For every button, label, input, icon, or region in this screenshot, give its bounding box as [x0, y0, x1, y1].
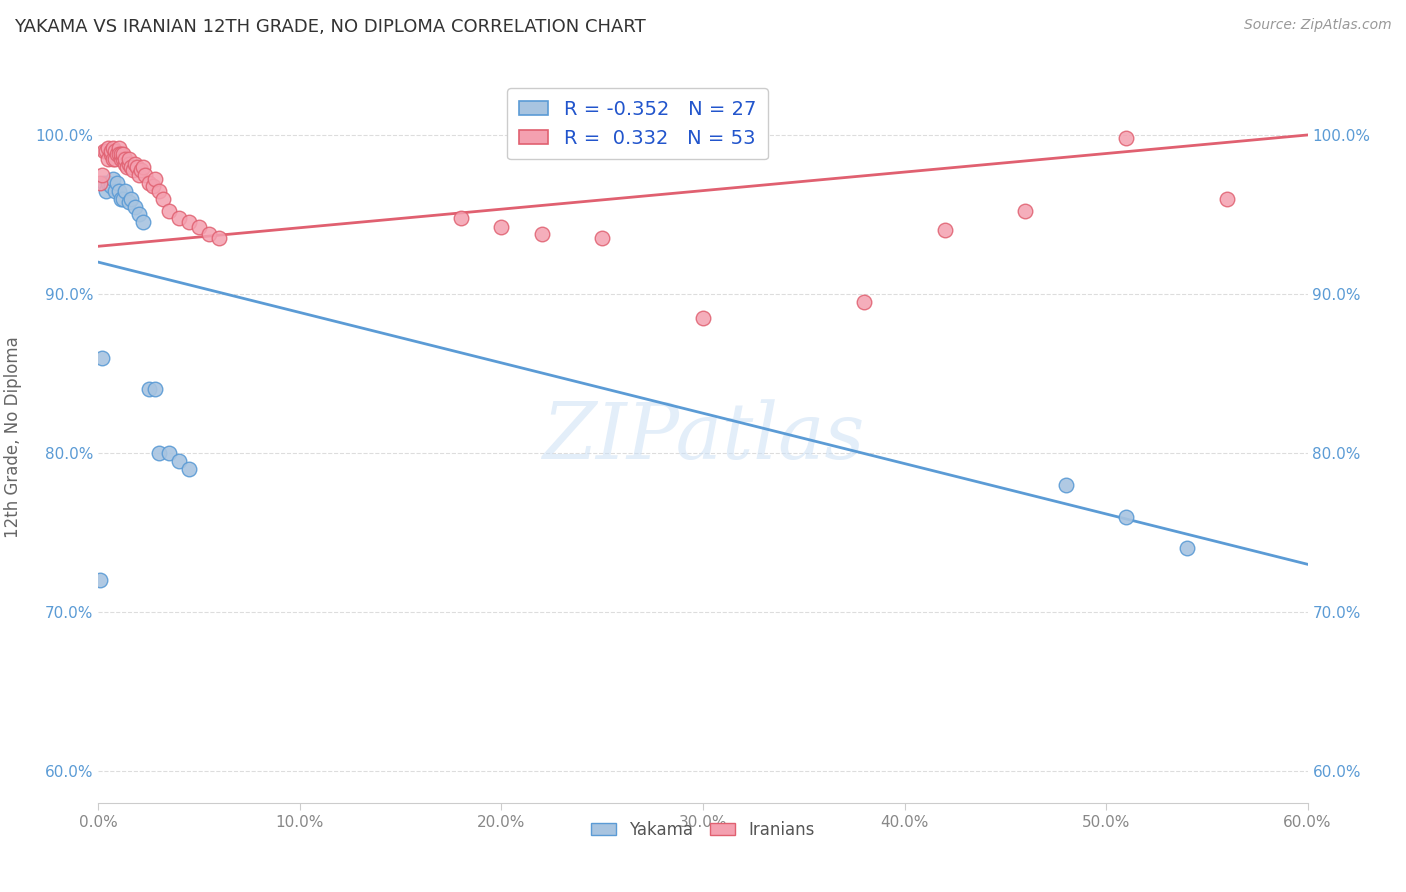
Point — [132, 160, 155, 174]
Point — [93, 176, 115, 190]
Text: YAKAMA VS IRANIAN 12TH GRADE, NO DIPLOMA CORRELATION CHART: YAKAMA VS IRANIAN 12TH GRADE, NO DIPLOMA… — [14, 18, 645, 36]
Point — [114, 152, 136, 166]
Point — [128, 168, 150, 182]
Point — [124, 156, 146, 170]
Point — [853, 294, 876, 309]
Point — [111, 147, 134, 161]
Point — [101, 141, 124, 155]
Point — [138, 383, 160, 397]
Point — [198, 227, 221, 241]
Point — [1115, 509, 1137, 524]
Point — [103, 144, 125, 158]
Point — [120, 160, 142, 174]
Point — [157, 204, 180, 219]
Point — [491, 220, 513, 235]
Point — [118, 152, 141, 166]
Point — [148, 446, 170, 460]
Point — [157, 446, 180, 460]
Point — [142, 178, 165, 193]
Point — [128, 207, 150, 221]
Point — [934, 223, 956, 237]
Point — [91, 351, 114, 365]
Point — [188, 220, 211, 235]
Point — [125, 160, 148, 174]
Text: ZIPatlas: ZIPatlas — [541, 399, 865, 475]
Point — [179, 462, 201, 476]
Point — [132, 215, 155, 229]
Point — [134, 168, 156, 182]
Point — [167, 211, 190, 225]
Point — [105, 147, 128, 161]
Point — [114, 156, 136, 170]
Point — [115, 160, 138, 174]
Point — [450, 211, 472, 225]
Point — [1054, 477, 1077, 491]
Point — [97, 176, 120, 190]
Point — [208, 231, 231, 245]
Point — [96, 144, 118, 158]
Point — [101, 152, 124, 166]
Point — [1115, 131, 1137, 145]
Point — [93, 144, 115, 158]
Point — [143, 172, 166, 186]
Point — [124, 200, 146, 214]
Point — [100, 144, 122, 158]
Point — [118, 194, 141, 209]
Point — [110, 147, 132, 161]
Point — [111, 152, 134, 166]
Point — [167, 454, 190, 468]
Point — [530, 227, 553, 241]
Point — [179, 215, 201, 229]
Point — [138, 176, 160, 190]
Point — [96, 184, 118, 198]
Point — [103, 184, 125, 198]
Point — [107, 141, 129, 155]
Point — [107, 184, 129, 198]
Point — [107, 147, 129, 161]
Legend: Yakama, Iranians: Yakama, Iranians — [585, 814, 821, 846]
Point — [110, 152, 132, 166]
Point — [101, 172, 124, 186]
Point — [121, 163, 143, 178]
Point — [120, 192, 142, 206]
Point — [114, 184, 136, 198]
Point — [89, 573, 111, 587]
Y-axis label: 12th Grade, No Diploma: 12th Grade, No Diploma — [4, 336, 21, 538]
Point — [129, 163, 152, 178]
Point — [110, 192, 132, 206]
Point — [91, 168, 114, 182]
Point — [692, 310, 714, 325]
Text: Source: ZipAtlas.com: Source: ZipAtlas.com — [1244, 18, 1392, 32]
Point — [89, 176, 111, 190]
Point — [143, 383, 166, 397]
Point — [1175, 541, 1198, 556]
Point — [97, 141, 120, 155]
Point — [97, 152, 120, 166]
Point — [100, 147, 122, 161]
Point — [152, 192, 174, 206]
Point — [111, 192, 134, 206]
Point — [103, 152, 125, 166]
Point — [1014, 204, 1036, 219]
Point — [100, 178, 122, 193]
Point — [1216, 192, 1239, 206]
Point — [591, 231, 613, 245]
Point — [118, 156, 141, 170]
Point — [148, 184, 170, 198]
Point — [105, 176, 128, 190]
